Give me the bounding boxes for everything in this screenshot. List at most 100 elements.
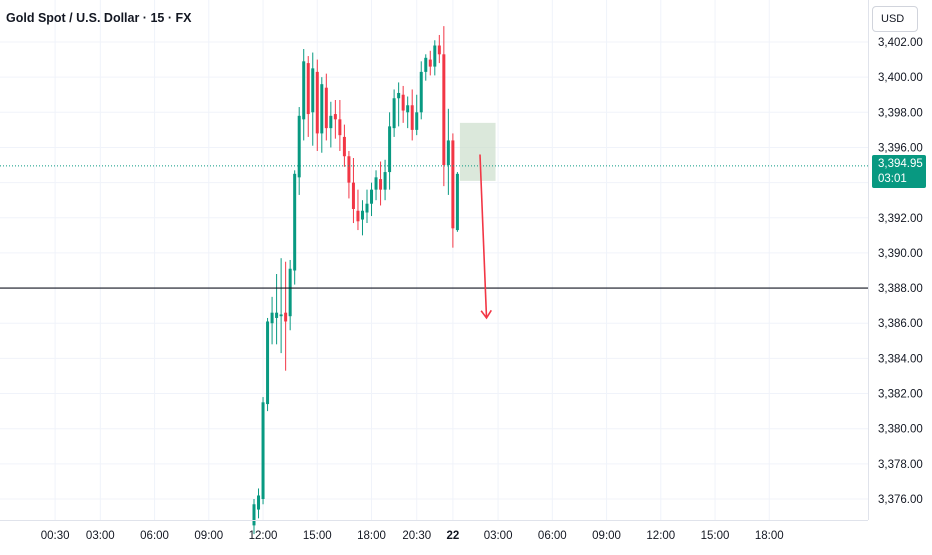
candle-body <box>306 63 310 115</box>
candle-body <box>297 115 301 178</box>
drawing-layer[interactable] <box>459 122 496 181</box>
candle-body <box>446 140 450 166</box>
y-tick-label: 3,380.00 <box>878 424 923 436</box>
candle <box>451 133 455 248</box>
candle-body <box>428 59 432 67</box>
candle <box>284 261 288 371</box>
x-tick-label: 09:00 <box>194 530 223 542</box>
candle <box>442 26 446 187</box>
x-tick-label: 12:00 <box>646 530 675 542</box>
candle-body <box>351 182 355 209</box>
candle-body <box>397 92 401 99</box>
y-tick-label: 3,378.00 <box>878 459 923 471</box>
y-tick-label: 3,376.00 <box>878 494 923 506</box>
x-tick-label: 18:00 <box>755 530 784 542</box>
candle-body <box>392 98 396 129</box>
candle <box>252 499 256 535</box>
candle-body <box>261 402 265 499</box>
candle <box>275 274 279 345</box>
candle-body <box>360 210 364 220</box>
candle-body <box>415 112 419 130</box>
candle <box>311 52 315 146</box>
candle-body <box>401 94 405 111</box>
y-tick-label: 3,402.00 <box>878 37 923 49</box>
current-price-value: 3,394.95 <box>878 158 923 170</box>
x-tick-label: 03:00 <box>484 530 513 542</box>
candle <box>419 61 423 120</box>
candle <box>424 54 428 81</box>
y-tick-label: 3,400.00 <box>878 72 923 84</box>
candle-body <box>406 105 410 113</box>
candle-body <box>288 268 292 317</box>
symbol-title[interactable]: Gold Spot / U.S. Dollar · 15 · FX <box>6 11 192 25</box>
x-tick-label: 15:00 <box>701 530 730 542</box>
price-lines <box>0 154 868 320</box>
y-tick-label: 3,382.00 <box>878 389 923 401</box>
candle <box>446 108 450 195</box>
candle <box>392 89 396 137</box>
candle-body <box>324 87 328 129</box>
candle <box>302 49 306 141</box>
candle-body <box>437 45 441 55</box>
candle-body <box>374 177 378 190</box>
candle-body <box>270 312 274 324</box>
x-tick-label: 03:00 <box>86 530 115 542</box>
candle <box>329 101 333 148</box>
current-price-tag: 3,394.95 03:01 <box>872 155 926 188</box>
candle-body <box>347 156 351 183</box>
candle-body <box>356 210 360 222</box>
candle <box>397 82 401 127</box>
candle <box>360 200 364 236</box>
candle-body <box>315 71 319 134</box>
candle <box>351 158 355 224</box>
candle-body <box>293 173 297 271</box>
candles <box>252 26 459 535</box>
candle <box>306 56 310 137</box>
candle-body <box>379 179 383 190</box>
candle <box>383 159 387 201</box>
x-tick-label: 00:30 <box>41 530 70 542</box>
candle <box>410 89 414 141</box>
candle-body <box>424 57 428 72</box>
axes: 3,376.00 3,378.00 3,380.00 3,382.00 3,384.00… <box>0 0 923 542</box>
y-tick-label: 3,390.00 <box>878 248 923 260</box>
candle-body <box>279 314 283 317</box>
candle-body <box>365 203 369 213</box>
candle <box>379 161 383 206</box>
down-arrow-annotation <box>479 154 492 320</box>
candle <box>324 73 328 141</box>
target-zone-rectangle <box>459 122 496 181</box>
candle-body <box>442 54 446 166</box>
arrow-shaft <box>479 154 488 318</box>
candle-body <box>419 71 423 113</box>
candle-body <box>266 321 270 405</box>
candle-body <box>451 140 455 229</box>
candle <box>401 85 405 123</box>
arrow-head <box>480 309 492 320</box>
candle <box>333 100 337 139</box>
grid <box>0 0 868 520</box>
x-tick-label: 12:00 <box>249 530 278 542</box>
candle <box>297 107 301 195</box>
candle-body <box>383 172 387 190</box>
y-tick-label: 3,398.00 <box>878 107 923 119</box>
y-tick-label: 3,386.00 <box>878 318 923 330</box>
candle-body <box>388 126 392 173</box>
candle-body <box>329 115 333 129</box>
candle-body <box>433 45 437 67</box>
candle <box>261 397 265 505</box>
candle <box>270 296 274 345</box>
currency-button[interactable]: USD <box>872 6 918 32</box>
candle-body <box>311 68 315 113</box>
candle <box>315 59 319 151</box>
x-tick-label: 18:00 <box>357 530 386 542</box>
candle <box>338 100 342 151</box>
x-tick-label: 06:00 <box>140 530 169 542</box>
candle <box>415 94 419 136</box>
candle-body <box>275 312 279 318</box>
candle <box>320 77 324 153</box>
candle <box>455 172 459 232</box>
candle <box>437 34 441 64</box>
